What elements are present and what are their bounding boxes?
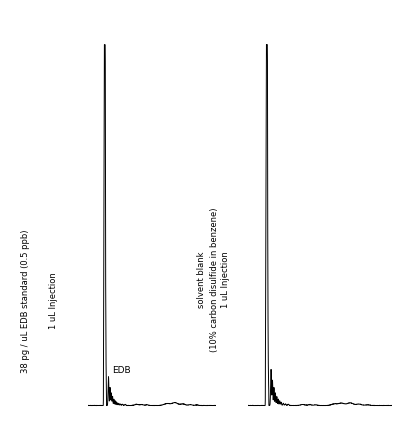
Text: solvent blank: solvent blank: [198, 251, 206, 308]
Text: 38 pg / uL EDB standard (0.5 ppb): 38 pg / uL EDB standard (0.5 ppb): [22, 229, 30, 373]
Text: 1 uL Injection: 1 uL Injection: [50, 273, 58, 329]
Text: EDB: EDB: [112, 366, 130, 375]
Text: 1 uL Injection: 1 uL Injection: [222, 251, 230, 308]
Text: (10% carbon disulfide in benzene): (10% carbon disulfide in benzene): [210, 207, 218, 352]
